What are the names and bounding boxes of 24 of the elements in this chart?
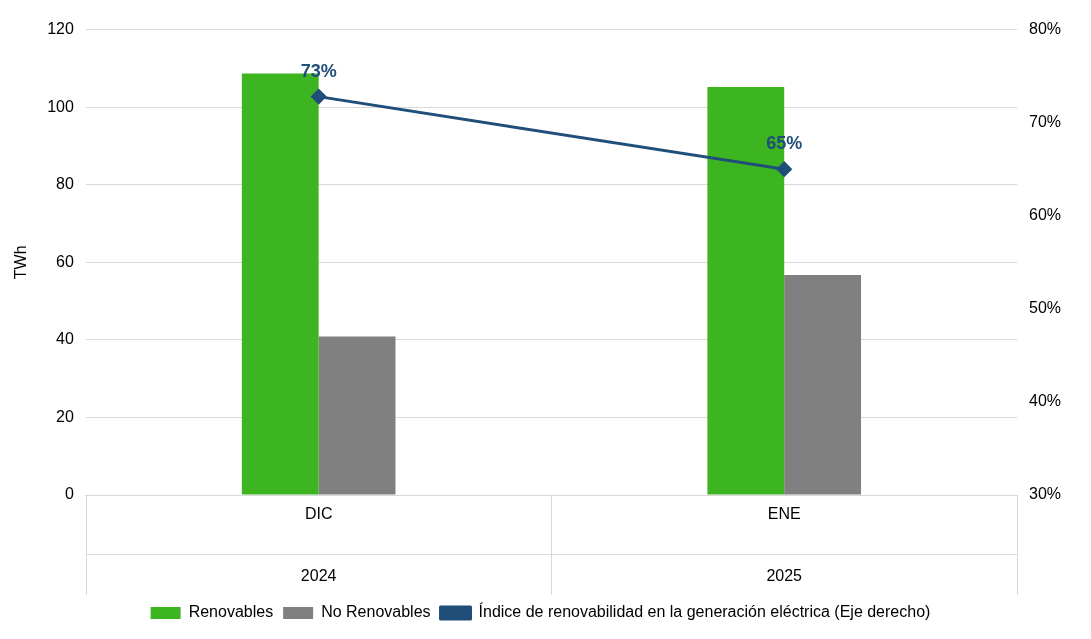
y2-tick-label: 80%	[1028, 20, 1062, 38]
y-tick-label: 100	[47, 97, 74, 115]
y-tick-label: 0	[64, 485, 74, 503]
legend-label: Renovables	[188, 603, 274, 621]
x-tick-label: DIC	[304, 505, 333, 523]
text: 2025	[766, 567, 803, 585]
y-tick-label: 40	[56, 330, 74, 348]
legend-label: No Renovables	[321, 603, 431, 621]
y2-tick-label: 70%	[1028, 113, 1062, 131]
text: 2024	[300, 567, 337, 585]
y2-tick-label: 50%	[1028, 299, 1062, 317]
bar	[784, 275, 862, 495]
y2-tick-label: 30%	[1028, 485, 1062, 503]
data-label: 73%	[300, 60, 337, 81]
legend-label: Índice de renovabilidad en la generación eléctrica (Eje derecho)	[478, 602, 931, 621]
y2-tick-label: 60%	[1028, 206, 1062, 224]
bar	[318, 336, 396, 495]
x-tick-label: ENE	[767, 505, 801, 523]
y-tick-label: 20	[56, 407, 74, 425]
y-tick-label: 120	[47, 20, 74, 38]
y-tick-label: 80	[56, 175, 74, 193]
y-axis-title: TWh	[12, 245, 30, 280]
y2-tick-label: 40%	[1028, 392, 1062, 410]
y-tick-label: 60	[56, 252, 74, 270]
